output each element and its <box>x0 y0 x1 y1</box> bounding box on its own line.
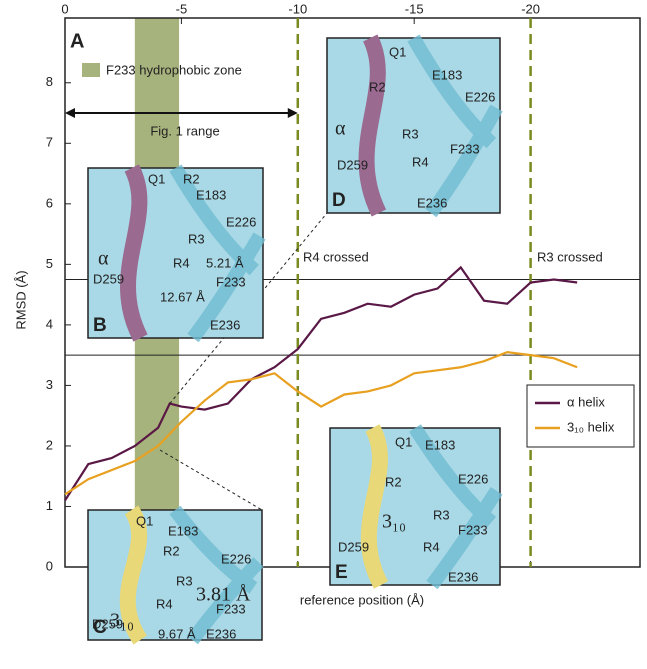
inset-label: D259 <box>92 616 123 631</box>
arrow-head <box>65 108 75 118</box>
y-tick-label: 8 <box>46 74 53 89</box>
inset-label: E226 <box>458 471 488 486</box>
x-tick-label: -15 <box>405 1 424 16</box>
annotation: R4 crossed <box>303 249 369 264</box>
inset-label: D259 <box>337 157 368 172</box>
inset-label: E226 <box>226 214 256 229</box>
inset-label: R3 <box>188 231 205 246</box>
inset-label: F233 <box>216 601 246 616</box>
inset-label: F233 <box>216 274 246 289</box>
inset-label: α <box>98 248 109 270</box>
inset-panel: D <box>332 190 346 211</box>
x-tick-label: -20 <box>521 1 540 16</box>
y-tick-label: 6 <box>46 195 53 210</box>
inset-panel: B <box>93 315 107 336</box>
inset-label: E236 <box>448 569 478 584</box>
inset: D Q1 E183 R2 E226 R3 α D259 R4 F233 E236 <box>327 38 500 213</box>
y-tick-label: 7 <box>46 135 53 150</box>
inset-label: D259 <box>338 539 369 554</box>
inset-label: 5.21 Å <box>206 255 244 270</box>
inset-label: E226 <box>465 89 495 104</box>
inset-label: 9.67 Å <box>158 626 196 641</box>
inset-label: E183 <box>432 67 462 82</box>
inset-label: E183 <box>425 437 455 452</box>
y-tick-label: 0 <box>46 558 53 573</box>
inset-label: R4 <box>173 255 190 270</box>
panel-label: A <box>70 30 84 52</box>
legend: α helix 3₁₀ helix <box>527 385 634 447</box>
inset: E Q1 E183 R2 E226 3₁₀ R3 F233 D259 R4 E236 <box>330 428 500 585</box>
inset-label: F233 <box>450 141 480 156</box>
x-axis-title: reference position (Å) <box>300 592 424 607</box>
legend-label: 3₁₀ helix <box>567 419 615 434</box>
x-tick-label: -5 <box>176 1 188 16</box>
x-tick-label: 0 <box>61 1 68 16</box>
inset-label: R2 <box>385 474 402 489</box>
inset-label: R3 <box>433 507 450 522</box>
zone-swatch <box>82 63 100 77</box>
inset-label: R3 <box>176 573 193 588</box>
inset-panel: E <box>335 562 348 583</box>
x-tick-label: -10 <box>288 1 307 16</box>
range-label: Fig. 1 range <box>150 123 219 138</box>
y-tick-label: 4 <box>46 316 53 331</box>
inset-label: 12.67 Å <box>160 289 205 304</box>
inset-label: Q1 <box>136 513 153 528</box>
inset-label: E236 <box>417 195 447 210</box>
inset-label: E183 <box>168 523 198 538</box>
inset-label: E236 <box>210 317 240 332</box>
legend-label: α helix <box>567 394 605 409</box>
y-tick-label: 1 <box>46 498 53 513</box>
inset-label: R3 <box>402 126 419 141</box>
inset-label: E183 <box>196 187 226 202</box>
figure: F233 hydrophobic zone 0 1 2 3 4 5 6 7 8 0 -5 -10 -15 -… <box>0 0 647 669</box>
inset-label: E236 <box>206 626 236 641</box>
inset-label: D259 <box>93 271 124 286</box>
inset-label: Q1 <box>148 171 165 186</box>
inset-label: R2 <box>369 79 386 94</box>
inset-label: R4 <box>412 154 429 169</box>
y-tick-label: 5 <box>46 256 53 271</box>
inset-label: F233 <box>458 522 488 537</box>
annotation: R3 crossed <box>537 249 603 264</box>
inset-label: Q1 <box>389 44 406 59</box>
inset-label: α <box>335 118 346 140</box>
y-tick-label: 3 <box>46 377 53 392</box>
y-axis-title: RMSD (Å) <box>13 270 28 329</box>
inset-label: R4 <box>156 596 173 611</box>
inset-label: R4 <box>423 539 440 554</box>
zone-label: F233 hydrophobic zone <box>106 62 242 77</box>
inset-label: E226 <box>221 551 251 566</box>
y-tick-label: 2 <box>46 437 53 452</box>
inset-label: R2 <box>183 171 200 186</box>
inset-label: Q1 <box>395 434 412 449</box>
inset-label: R2 <box>163 543 180 558</box>
arrow-head <box>288 108 298 118</box>
inset-label: 3₁₀ <box>382 511 406 533</box>
